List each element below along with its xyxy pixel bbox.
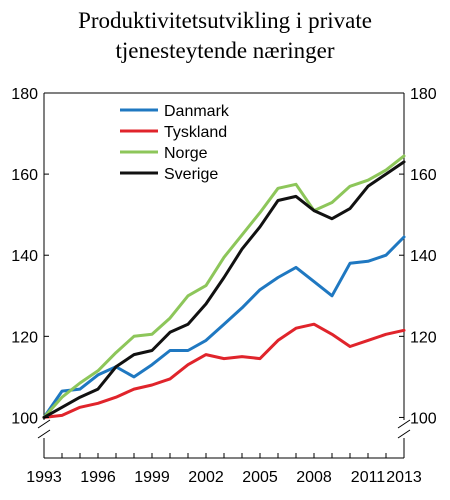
y-tick-label-right: 180: [410, 86, 437, 103]
x-tick-label: 1993: [26, 469, 62, 486]
legend-label-tyskland: Tyskland: [164, 124, 227, 141]
y-tick-label-right: 140: [410, 248, 437, 265]
chart-title: Produktivitetsutvikling i private tjenes…: [0, 6, 450, 66]
series-line-tyskland: [42, 322, 406, 419]
chart-title-line-2: tjenesteytende næringer: [115, 38, 335, 63]
y-tick-label-left: 120: [11, 329, 38, 346]
y-axis-ticks: 100 100 120 120 140 140 160 160 180 180: [11, 86, 437, 427]
right-axis-break-mark-2: [397, 429, 411, 439]
legend-label-norge: Norge: [164, 145, 208, 162]
series-line-norge: [42, 154, 406, 419]
series-lines: [42, 154, 406, 419]
series-line-danmark: [42, 235, 406, 419]
legend-label-danmark: Danmark: [164, 103, 230, 120]
y-tick-label-left: 100: [11, 410, 38, 427]
x-tick-label: 1996: [80, 469, 116, 486]
left-axis-break-mark-2: [37, 429, 51, 439]
legend-label-sverige: Sverige: [164, 166, 218, 183]
legend: Danmark Tyskland Norge Sverige: [120, 103, 230, 183]
x-tick-label: 2013: [386, 469, 422, 486]
y-tick-label-left: 140: [11, 248, 38, 265]
chart-title-line-1: Produktivitetsutvikling i private: [78, 8, 372, 33]
axis-break-marks: [37, 419, 411, 439]
series-line-sverige: [42, 160, 406, 419]
x-tick-label: 2002: [188, 469, 224, 486]
x-tick-label: 2011: [351, 469, 386, 486]
y-tick-label-right: 160: [410, 167, 437, 184]
x-tick-label: 2008: [296, 469, 332, 486]
y-tick-label-right: 100: [410, 410, 437, 427]
right-axis-break-mark-1: [397, 419, 411, 429]
x-tick-label: 1999: [134, 469, 170, 486]
plot-frame: [43, 92, 405, 459]
y-tick-label-left: 160: [11, 167, 38, 184]
x-axis-ticks: 1993 1996 1999 2002 2005 2008 2011 2013: [26, 453, 422, 486]
x-tick-label: 2005: [242, 469, 278, 486]
y-tick-label-left: 180: [11, 86, 38, 103]
left-axis-break-mark-1: [37, 419, 51, 429]
y-tick-label-right: 120: [410, 329, 437, 346]
